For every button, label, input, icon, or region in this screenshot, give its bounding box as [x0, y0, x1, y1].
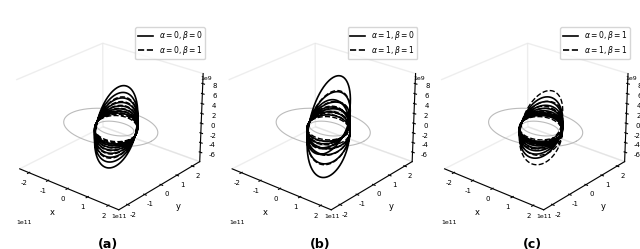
Text: (b): (b): [310, 238, 330, 249]
Text: 1e11: 1e11: [324, 214, 340, 219]
Y-axis label: y: y: [176, 202, 181, 211]
X-axis label: x: x: [475, 208, 480, 217]
Text: (a): (a): [97, 238, 118, 249]
Text: 1e11: 1e11: [17, 220, 32, 225]
Text: 1e11: 1e11: [536, 214, 552, 219]
X-axis label: x: x: [50, 208, 55, 217]
Legend: $\alpha=0,\beta=0$, $\alpha=0,\beta=1$: $\alpha=0,\beta=0$, $\alpha=0,\beta=1$: [135, 27, 205, 59]
Text: 1e11: 1e11: [111, 214, 127, 219]
Text: 1e9: 1e9: [200, 76, 212, 81]
Legend: $\alpha=0,\beta=1$, $\alpha=1,\beta=1$: $\alpha=0,\beta=1$, $\alpha=1,\beta=1$: [561, 27, 630, 59]
X-axis label: x: x: [262, 208, 268, 217]
Text: 1e9: 1e9: [413, 76, 425, 81]
Y-axis label: y: y: [601, 202, 606, 211]
Text: 1e9: 1e9: [625, 76, 637, 81]
Text: 1e11: 1e11: [229, 220, 244, 225]
Y-axis label: y: y: [388, 202, 394, 211]
Legend: $\alpha=1,\beta=0$, $\alpha=1,\beta=1$: $\alpha=1,\beta=0$, $\alpha=1,\beta=1$: [348, 27, 417, 59]
Text: (c): (c): [523, 238, 542, 249]
Text: 1e11: 1e11: [442, 220, 457, 225]
